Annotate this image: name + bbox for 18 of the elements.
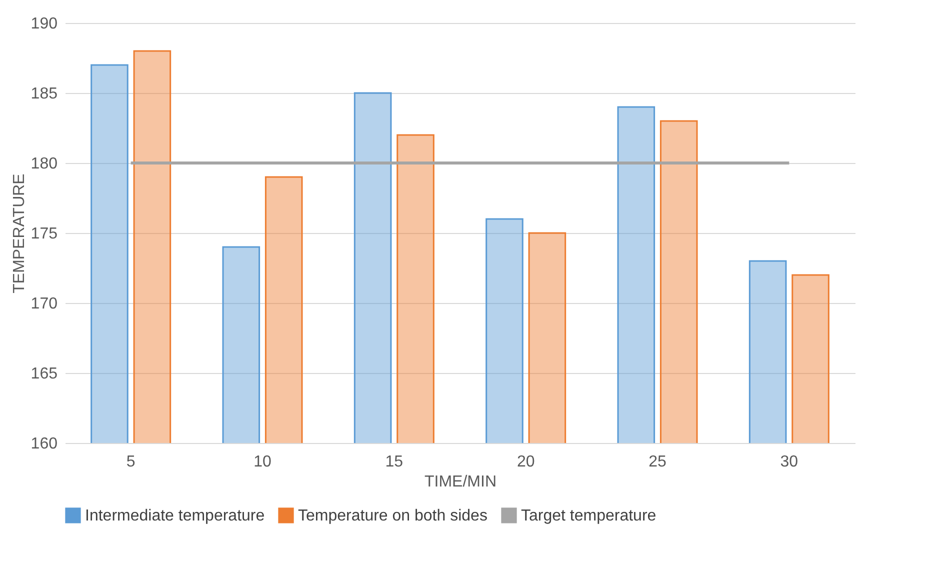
x-tick-label: 25 bbox=[648, 454, 666, 470]
x-tick-label: 10 bbox=[254, 454, 272, 470]
x-axis-title: TIME/MIN bbox=[424, 474, 496, 490]
y-axis-title: TEMPERATURE bbox=[10, 174, 28, 294]
y-tick-label: 165 bbox=[30, 366, 58, 382]
y-tick-label: 180 bbox=[30, 156, 58, 172]
y-tick-label: 160 bbox=[30, 436, 58, 452]
y-tick-label: 190 bbox=[30, 16, 58, 32]
y-tick-label: 170 bbox=[30, 296, 58, 312]
y-tick-label: 185 bbox=[30, 86, 58, 102]
legend-label: Intermediate temperature bbox=[85, 507, 265, 524]
x-tick-label: 15 bbox=[385, 454, 404, 470]
legend-label: Target temperature bbox=[521, 507, 656, 524]
x-tick-label: 20 bbox=[516, 454, 535, 470]
y-tick-label: 175 bbox=[30, 226, 58, 242]
x-tick-label: 5 bbox=[126, 454, 136, 470]
legend-label: Temperature on both sides bbox=[298, 507, 488, 524]
x-tick-label: 30 bbox=[780, 454, 798, 470]
